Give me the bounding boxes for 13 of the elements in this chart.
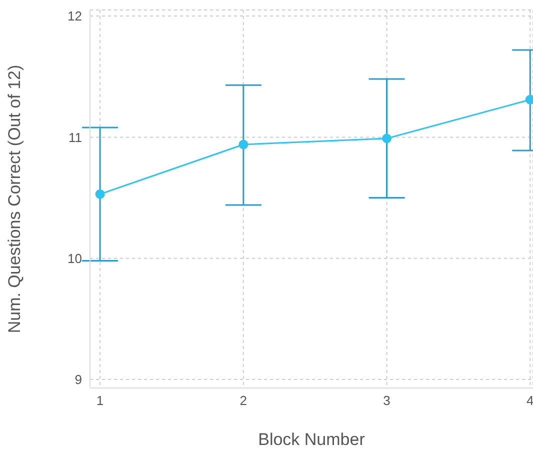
point [382, 134, 392, 144]
y-tick-label: 12 [68, 8, 82, 24]
x-tick-label: 1 [96, 393, 104, 408]
x-tick-label: 2 [240, 393, 248, 408]
x-tick-label: 3 [383, 393, 390, 408]
point [95, 189, 105, 199]
x-tick-label: 4 [526, 393, 533, 408]
y-axis-title: Num. Questions Correct (Out of 12) [5, 64, 24, 334]
point [238, 140, 248, 150]
y-tick-label: 11 [68, 130, 82, 145]
x-axis-title: Block Number [258, 430, 366, 449]
y-tick-label: 10 [68, 250, 82, 266]
y-tick-label: 9 [74, 372, 82, 388]
